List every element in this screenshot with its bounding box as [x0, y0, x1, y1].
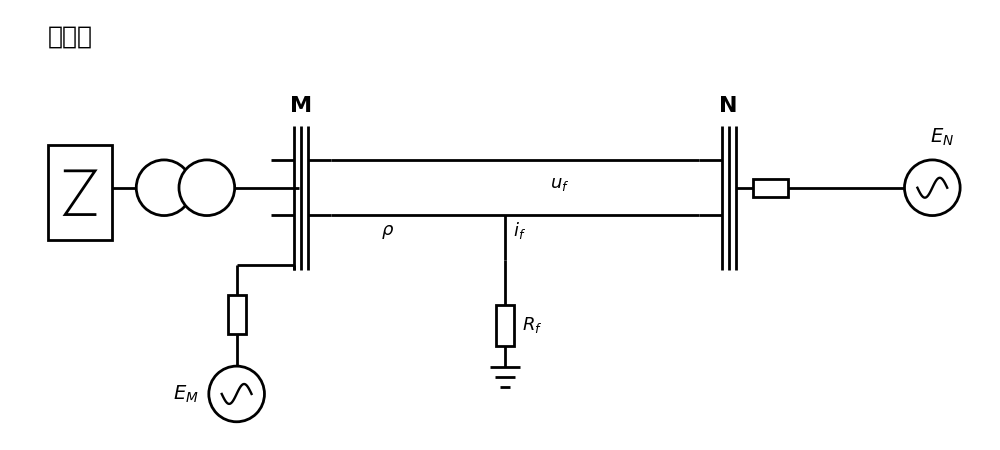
Bar — [228, 295, 246, 334]
Text: $\rho$: $\rho$ — [381, 223, 394, 241]
Circle shape — [209, 366, 264, 422]
Bar — [753, 179, 788, 197]
Circle shape — [904, 160, 960, 216]
Circle shape — [136, 160, 192, 216]
Text: N: N — [719, 96, 738, 116]
Text: $u_f$: $u_f$ — [550, 175, 569, 193]
Text: 逆变侧: 逆变侧 — [48, 24, 93, 48]
Text: M: M — [290, 96, 312, 116]
Text: $R_f$: $R_f$ — [522, 315, 542, 335]
Circle shape — [179, 160, 235, 216]
Text: $E_M$: $E_M$ — [173, 383, 199, 405]
Bar — [48, 145, 112, 240]
Text: $i_f$: $i_f$ — [513, 220, 526, 241]
Bar — [496, 305, 514, 346]
Text: $E_N$: $E_N$ — [930, 127, 954, 148]
